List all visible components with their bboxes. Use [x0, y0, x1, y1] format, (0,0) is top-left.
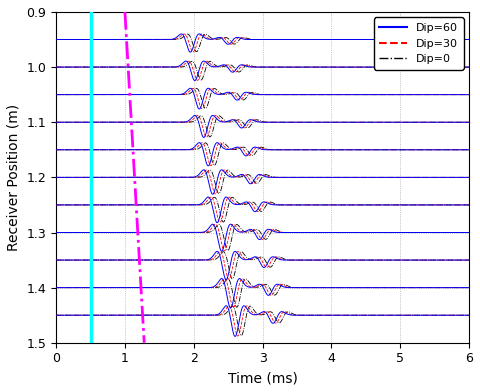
Legend: Dip=60, Dip=30, Dip=0: Dip=60, Dip=30, Dip=0: [374, 18, 464, 70]
X-axis label: Time (ms): Time (ms): [228, 371, 298, 385]
Y-axis label: Receiver Position (m): Receiver Position (m): [7, 104, 21, 251]
